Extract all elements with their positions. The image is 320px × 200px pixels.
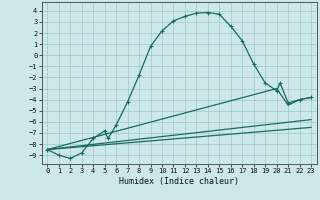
X-axis label: Humidex (Indice chaleur): Humidex (Indice chaleur) bbox=[119, 177, 239, 186]
